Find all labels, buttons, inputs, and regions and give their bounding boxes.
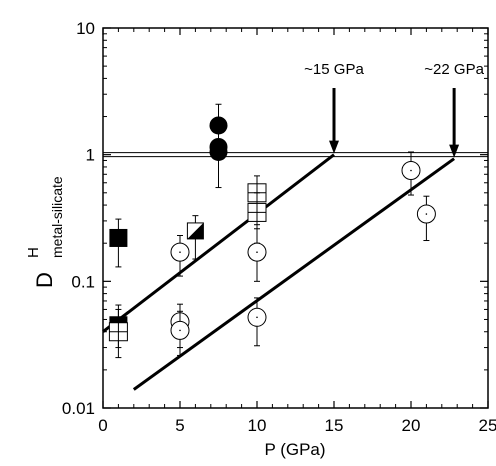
annotation-label: ~22 GPa [424, 61, 484, 78]
annotation-label: ~15 GPa [304, 61, 364, 78]
data-point-center [179, 251, 181, 253]
x-tick-label: 15 [325, 416, 344, 435]
x-tick-label: 5 [175, 416, 184, 435]
data-point-fill [187, 222, 204, 239]
fit-line [132, 157, 455, 391]
x-tick-label: 0 [98, 416, 107, 435]
data-point [209, 142, 228, 161]
data-point-center [179, 329, 181, 332]
y-tick-label: 0.01 [62, 399, 95, 418]
y-axis-label-main: D [32, 272, 57, 288]
y-axis-label-sub: metal-silicate [49, 176, 65, 258]
y-tick-label: 1 [86, 146, 95, 165]
data-point [109, 228, 128, 247]
fit-line [102, 153, 335, 333]
data-point-center [410, 169, 412, 172]
annotation-arrow-head [449, 144, 460, 158]
y-axis-label-sup: H [25, 247, 42, 258]
y-axis-label: D H metal-silicate [25, 176, 65, 288]
y-tick-label: 0.1 [71, 272, 95, 291]
x-tick-label: 10 [248, 416, 267, 435]
y-tick-label: 10 [76, 19, 95, 38]
x-tick-label: 25 [479, 416, 496, 435]
plot-frame [102, 27, 489, 409]
annotation-arrow-head [329, 140, 339, 154]
data-point [209, 116, 228, 135]
data-point-center [256, 316, 258, 319]
x-axis-label: P (GPa) [264, 440, 325, 459]
x-tick-label: 20 [402, 416, 421, 435]
data-point-center [256, 251, 258, 253]
data-point-center [425, 213, 428, 215]
